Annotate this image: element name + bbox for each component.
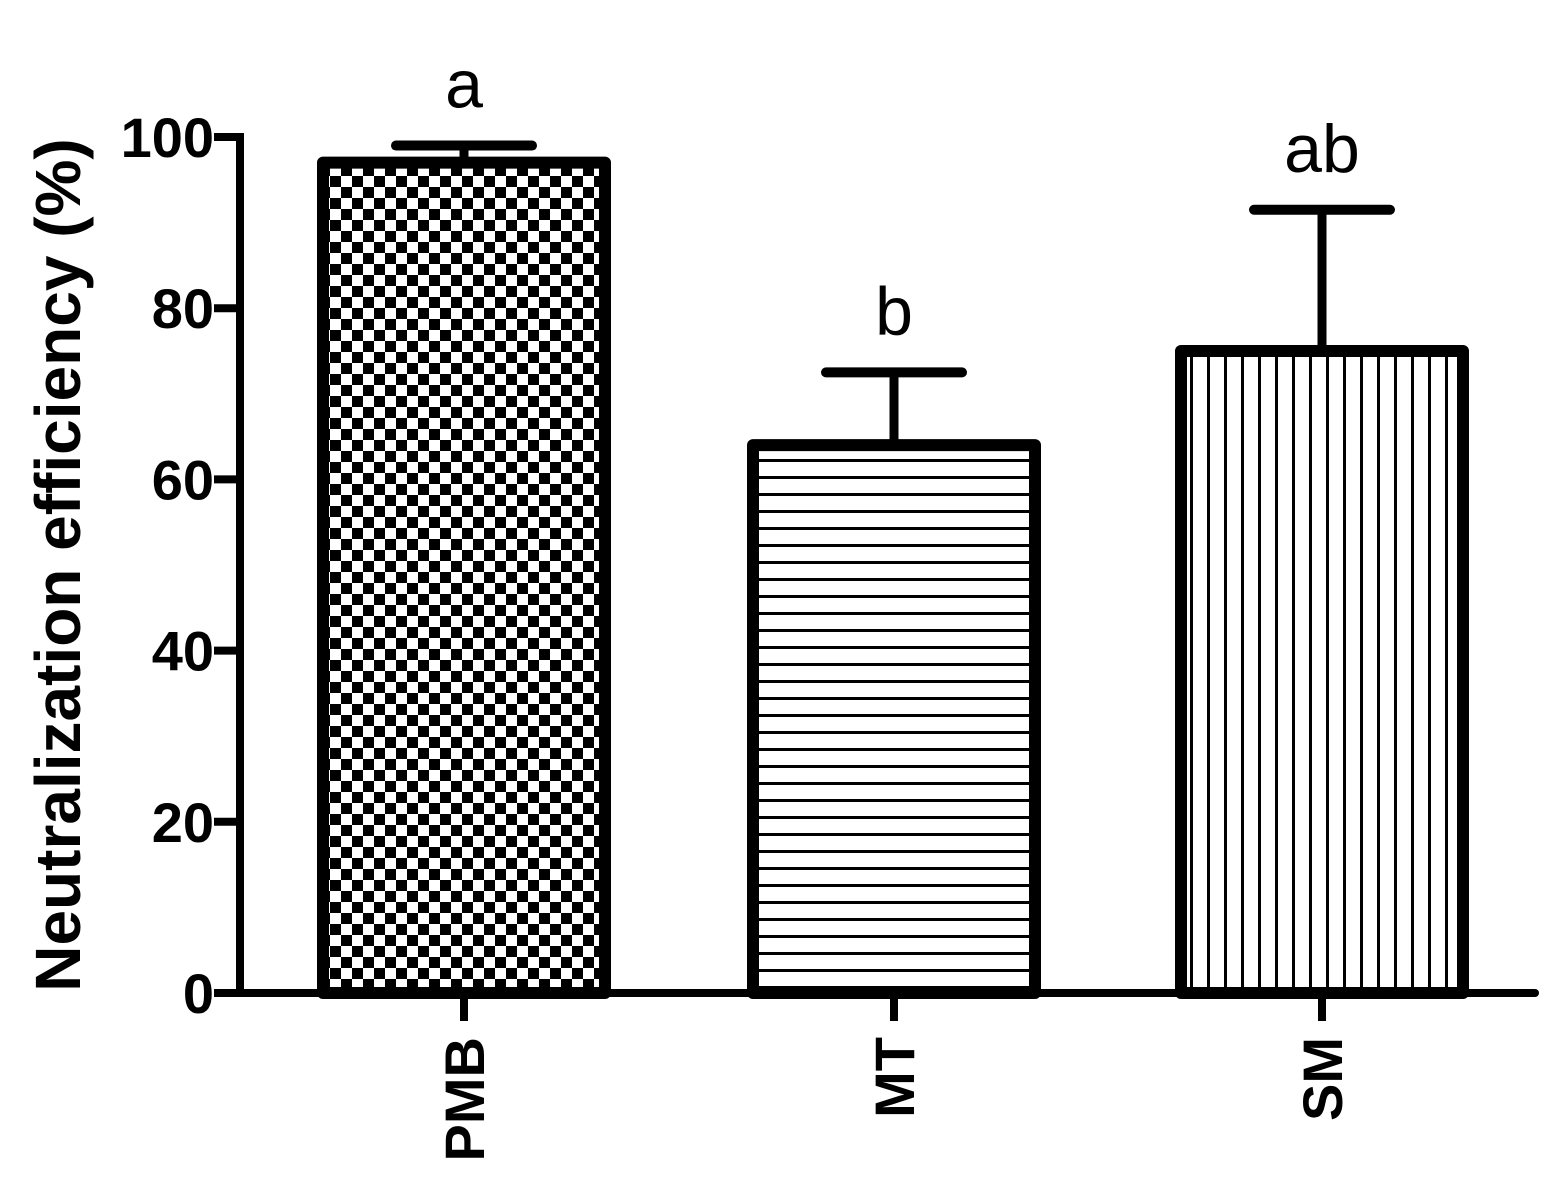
x-ticks-group: PMB MT SM [433,993,1354,1161]
significance-label-mt: b [875,273,913,349]
y-tick-label: 0 [183,962,214,1025]
bar-pmb [317,156,611,999]
axes-group: 0 20 40 60 80 100 PMB MT SM [121,106,1539,1161]
x-category-label: PMB [433,1037,496,1161]
significance-label-pmb: a [445,47,483,123]
x-category-label: SM [1291,1037,1354,1121]
y-axis-title: Neutralization efficiency (%) [22,138,94,992]
bar-mt [747,439,1041,1000]
y-tick-label: 60 [152,448,214,511]
y-ticks-group: 0 20 40 60 80 100 [121,106,240,1025]
error-bars-group [391,140,1395,446]
y-tick-label: 20 [152,791,214,854]
significance-label-sm: ab [1284,111,1360,187]
y-tick-label: 100 [121,106,214,169]
y-tick-label: 80 [152,277,214,340]
x-category-label: MT [863,1037,926,1118]
y-tick-label: 40 [152,620,214,683]
bar-sm [1175,345,1469,999]
